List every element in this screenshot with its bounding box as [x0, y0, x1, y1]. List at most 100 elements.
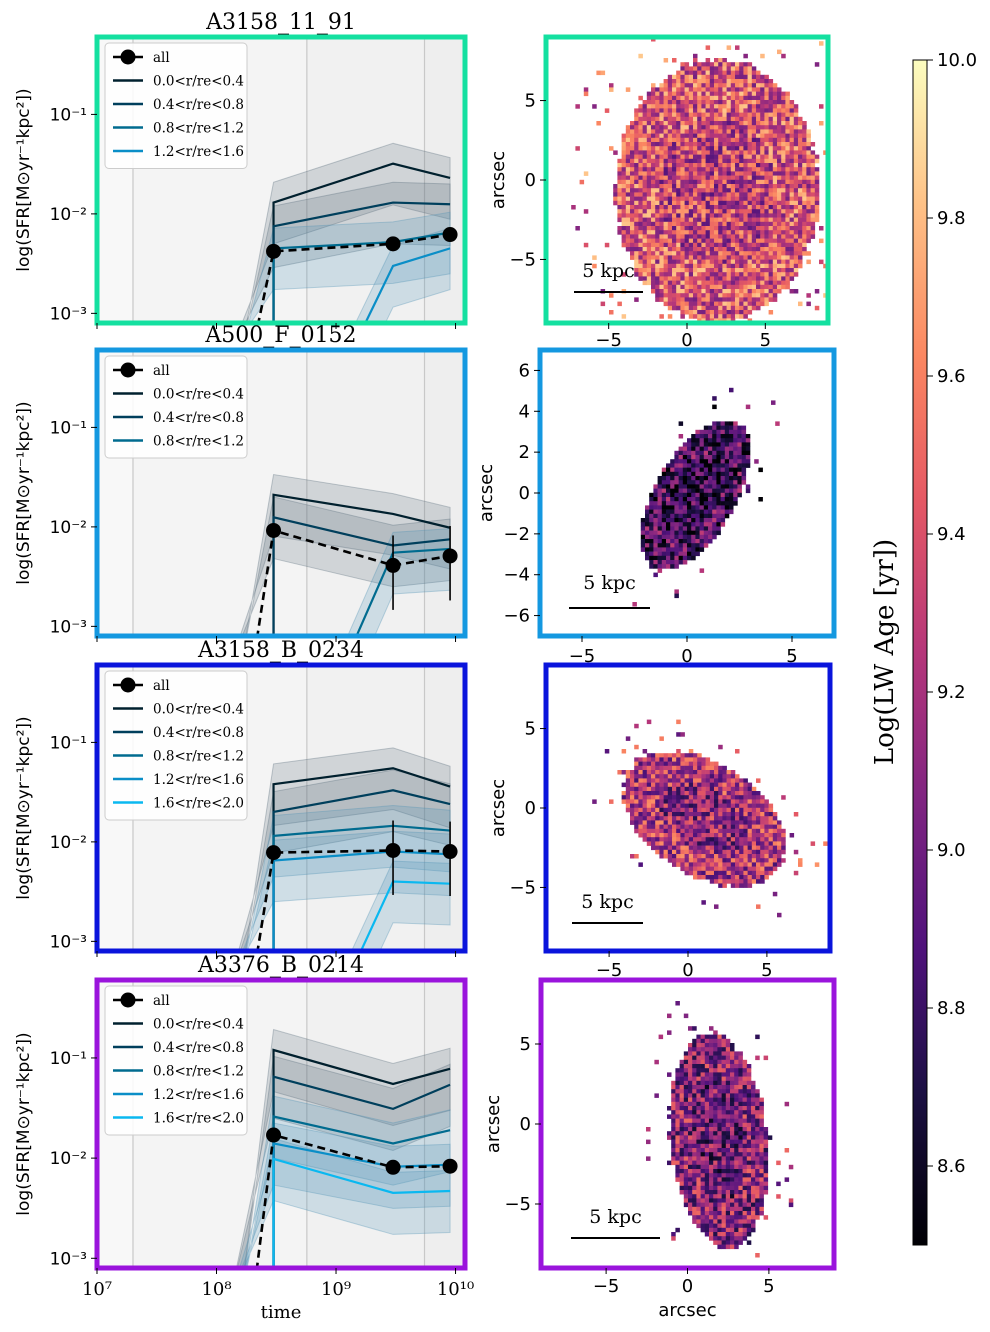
legend-box	[104, 355, 248, 459]
data-point-all	[442, 844, 458, 860]
sfh-plot-area	[239, 473, 458, 636]
map-x-tick-label: 5	[760, 330, 771, 351]
map-y-axis-label: arcsec	[483, 1095, 504, 1153]
map-x-tick-label: −5	[596, 960, 623, 981]
series-line	[355, 547, 451, 636]
map-y-axis-label: arcsec	[488, 779, 509, 837]
panel-title: A500_F_0152	[204, 323, 356, 348]
panel-title: A3158_B_0234	[197, 638, 364, 663]
series-all-line	[256, 528, 451, 636]
map-x-tick-label: 5	[761, 960, 772, 981]
y-tick-label: 10⁻³	[50, 304, 87, 324]
legend-label: 1.6<r/re<2.0	[153, 796, 244, 812]
y-tick-label: 10⁻²	[50, 518, 87, 538]
legend: all 0.0<r/re<0.4 0.4<r/re<0.8 0.8<r/re<1.2 1…	[104, 42, 248, 169]
legend-label: all	[153, 993, 170, 1009]
sfh-plot-area	[241, 142, 458, 323]
data-point-all	[266, 522, 282, 538]
time-bin-shade	[306, 37, 425, 323]
y-tick-label: 10⁻²	[50, 833, 87, 853]
x-tick-label: 10⁸	[201, 1279, 231, 1300]
time-bin-shade	[306, 665, 425, 951]
data-point-all	[266, 845, 282, 861]
legend-label: 1.6<r/re<2.0	[153, 1111, 244, 1127]
map-y-axis-label: arcsec	[488, 151, 509, 209]
map-y-tick-label: 0	[519, 483, 530, 504]
legend: all 0.0<r/re<0.4 0.4<r/re<0.8 0.8<r/re<1.2 1…	[104, 670, 248, 821]
sfh-plot-area	[237, 747, 458, 951]
legend-label: 0.4<r/re<0.8	[153, 725, 244, 741]
x-tick-label: 10¹⁰	[437, 1279, 474, 1300]
map-y-tick-label: −6	[503, 606, 530, 627]
map-y-tick-label: 5	[525, 91, 536, 112]
age-map-panel: 5 kpc −5 0 5 5 0 −5 arcsec	[488, 662, 833, 981]
colorbar-tick-label: 8.8	[937, 998, 966, 1019]
map-y-tick-label: −5	[509, 249, 536, 270]
series-line	[272, 1157, 451, 1268]
y-tick-label: 10⁻¹	[50, 733, 87, 753]
legend-label: all	[153, 678, 170, 694]
legend-label: 1.2<r/re<1.6	[153, 772, 244, 788]
map-y-tick-label: 6	[519, 360, 530, 381]
legend-label: 0.8<r/re<1.2	[153, 1064, 244, 1080]
age-map-pixels	[632, 387, 780, 607]
series-all-line	[255, 1133, 451, 1268]
y-tick-label: 10⁻³	[50, 932, 87, 952]
legend-marker	[120, 362, 136, 378]
legend-label: all	[153, 50, 170, 66]
map-x-tick-label: −5	[569, 646, 596, 667]
map-x-tick-label: 0	[682, 960, 693, 981]
map-x-tick-label: −5	[593, 1276, 620, 1297]
y-tick-label: 10⁻²	[50, 205, 87, 225]
series-all-line	[256, 233, 451, 323]
colorbar	[912, 59, 928, 1246]
legend-label: 0.4<r/re<0.8	[153, 1040, 244, 1056]
age-map-panel: 5 kpc −5 0 5 5 0 −5 arcsec arcsec	[483, 977, 837, 1321]
colorbar-tick-label: 10.0	[937, 50, 977, 71]
uncertainty-band	[241, 1122, 451, 1268]
time-bin-shade	[424, 350, 465, 636]
colorbar-tick-label: 9.8	[937, 208, 966, 229]
legend-label: 0.4<r/re<0.8	[153, 410, 244, 426]
map-x-tick-label: 0	[681, 330, 692, 351]
age-map-panel: 5 kpc −5 0 5 6 4 2 0 −2 −4 −6 arcsec	[476, 347, 837, 667]
map-x-tick-label: −5	[595, 330, 622, 351]
uncertainty-band	[244, 181, 451, 323]
colorbar-tick-label: 8.6	[937, 1156, 966, 1177]
legend: all 0.0<r/re<0.4 0.4<r/re<0.8 0.8<r/re<1.2	[104, 355, 248, 459]
age-map-panel: 5 kpc −5 0 5 5 0 −5 arcsec	[488, 34, 831, 351]
map-x-tick-label: 0	[681, 646, 692, 667]
map-y-tick-label: 5	[525, 719, 536, 740]
colorbar-tick-label: 9.2	[937, 682, 966, 703]
legend: all 0.0<r/re<0.4 0.4<r/re<0.8 0.8<r/re<1.2 1…	[104, 985, 248, 1136]
age-map-pixels	[571, 37, 828, 323]
uncertainty-band	[235, 1028, 451, 1268]
series-line	[359, 880, 451, 951]
panel-title: A3376_B_0214	[197, 953, 364, 978]
data-point-all	[385, 1159, 401, 1175]
map-y-tick-label: 4	[519, 401, 530, 422]
colorbar-tick-label: 9.4	[937, 524, 966, 545]
data-point-all	[266, 1127, 282, 1143]
panel-row-3: 10⁻³ 10⁻² 10⁻¹ log(SFR[M⊙yr⁻¹kpc²]) A3158_B_…	[14, 638, 833, 981]
panel-row-4: 10⁻³ 10⁻² 10⁻¹ 10⁷ 10⁸ 10⁹ 10¹⁰ time log(SFR[M⊙y…	[14, 953, 837, 1323]
legend-marker	[120, 677, 136, 693]
data-point-all	[442, 548, 458, 564]
time-bin-shade	[424, 980, 465, 1268]
colorbar-tick-label: 9.6	[937, 366, 966, 387]
colorbar-label: Log(LW Age [yr])	[870, 539, 900, 765]
colorbar-tick-label: 9.0	[937, 840, 966, 861]
sfh-panel-frame	[94, 662, 468, 954]
panel-title: A3158_11_91	[205, 10, 356, 35]
legend-label: 0.8<r/re<1.2	[153, 121, 244, 137]
sfh-panel-frame	[94, 34, 468, 326]
uncertainty-band	[241, 142, 451, 323]
legend-label: 0.4<r/re<0.8	[153, 97, 244, 113]
sfh-panel-frame	[94, 977, 468, 1271]
legend-box	[104, 42, 248, 169]
data-point-all	[385, 842, 401, 858]
map-y-tick-label: −5	[504, 1194, 531, 1215]
data-point-all	[266, 243, 282, 259]
legend-label: 0.0<r/re<0.4	[153, 387, 244, 403]
legend-marker	[120, 992, 136, 1008]
